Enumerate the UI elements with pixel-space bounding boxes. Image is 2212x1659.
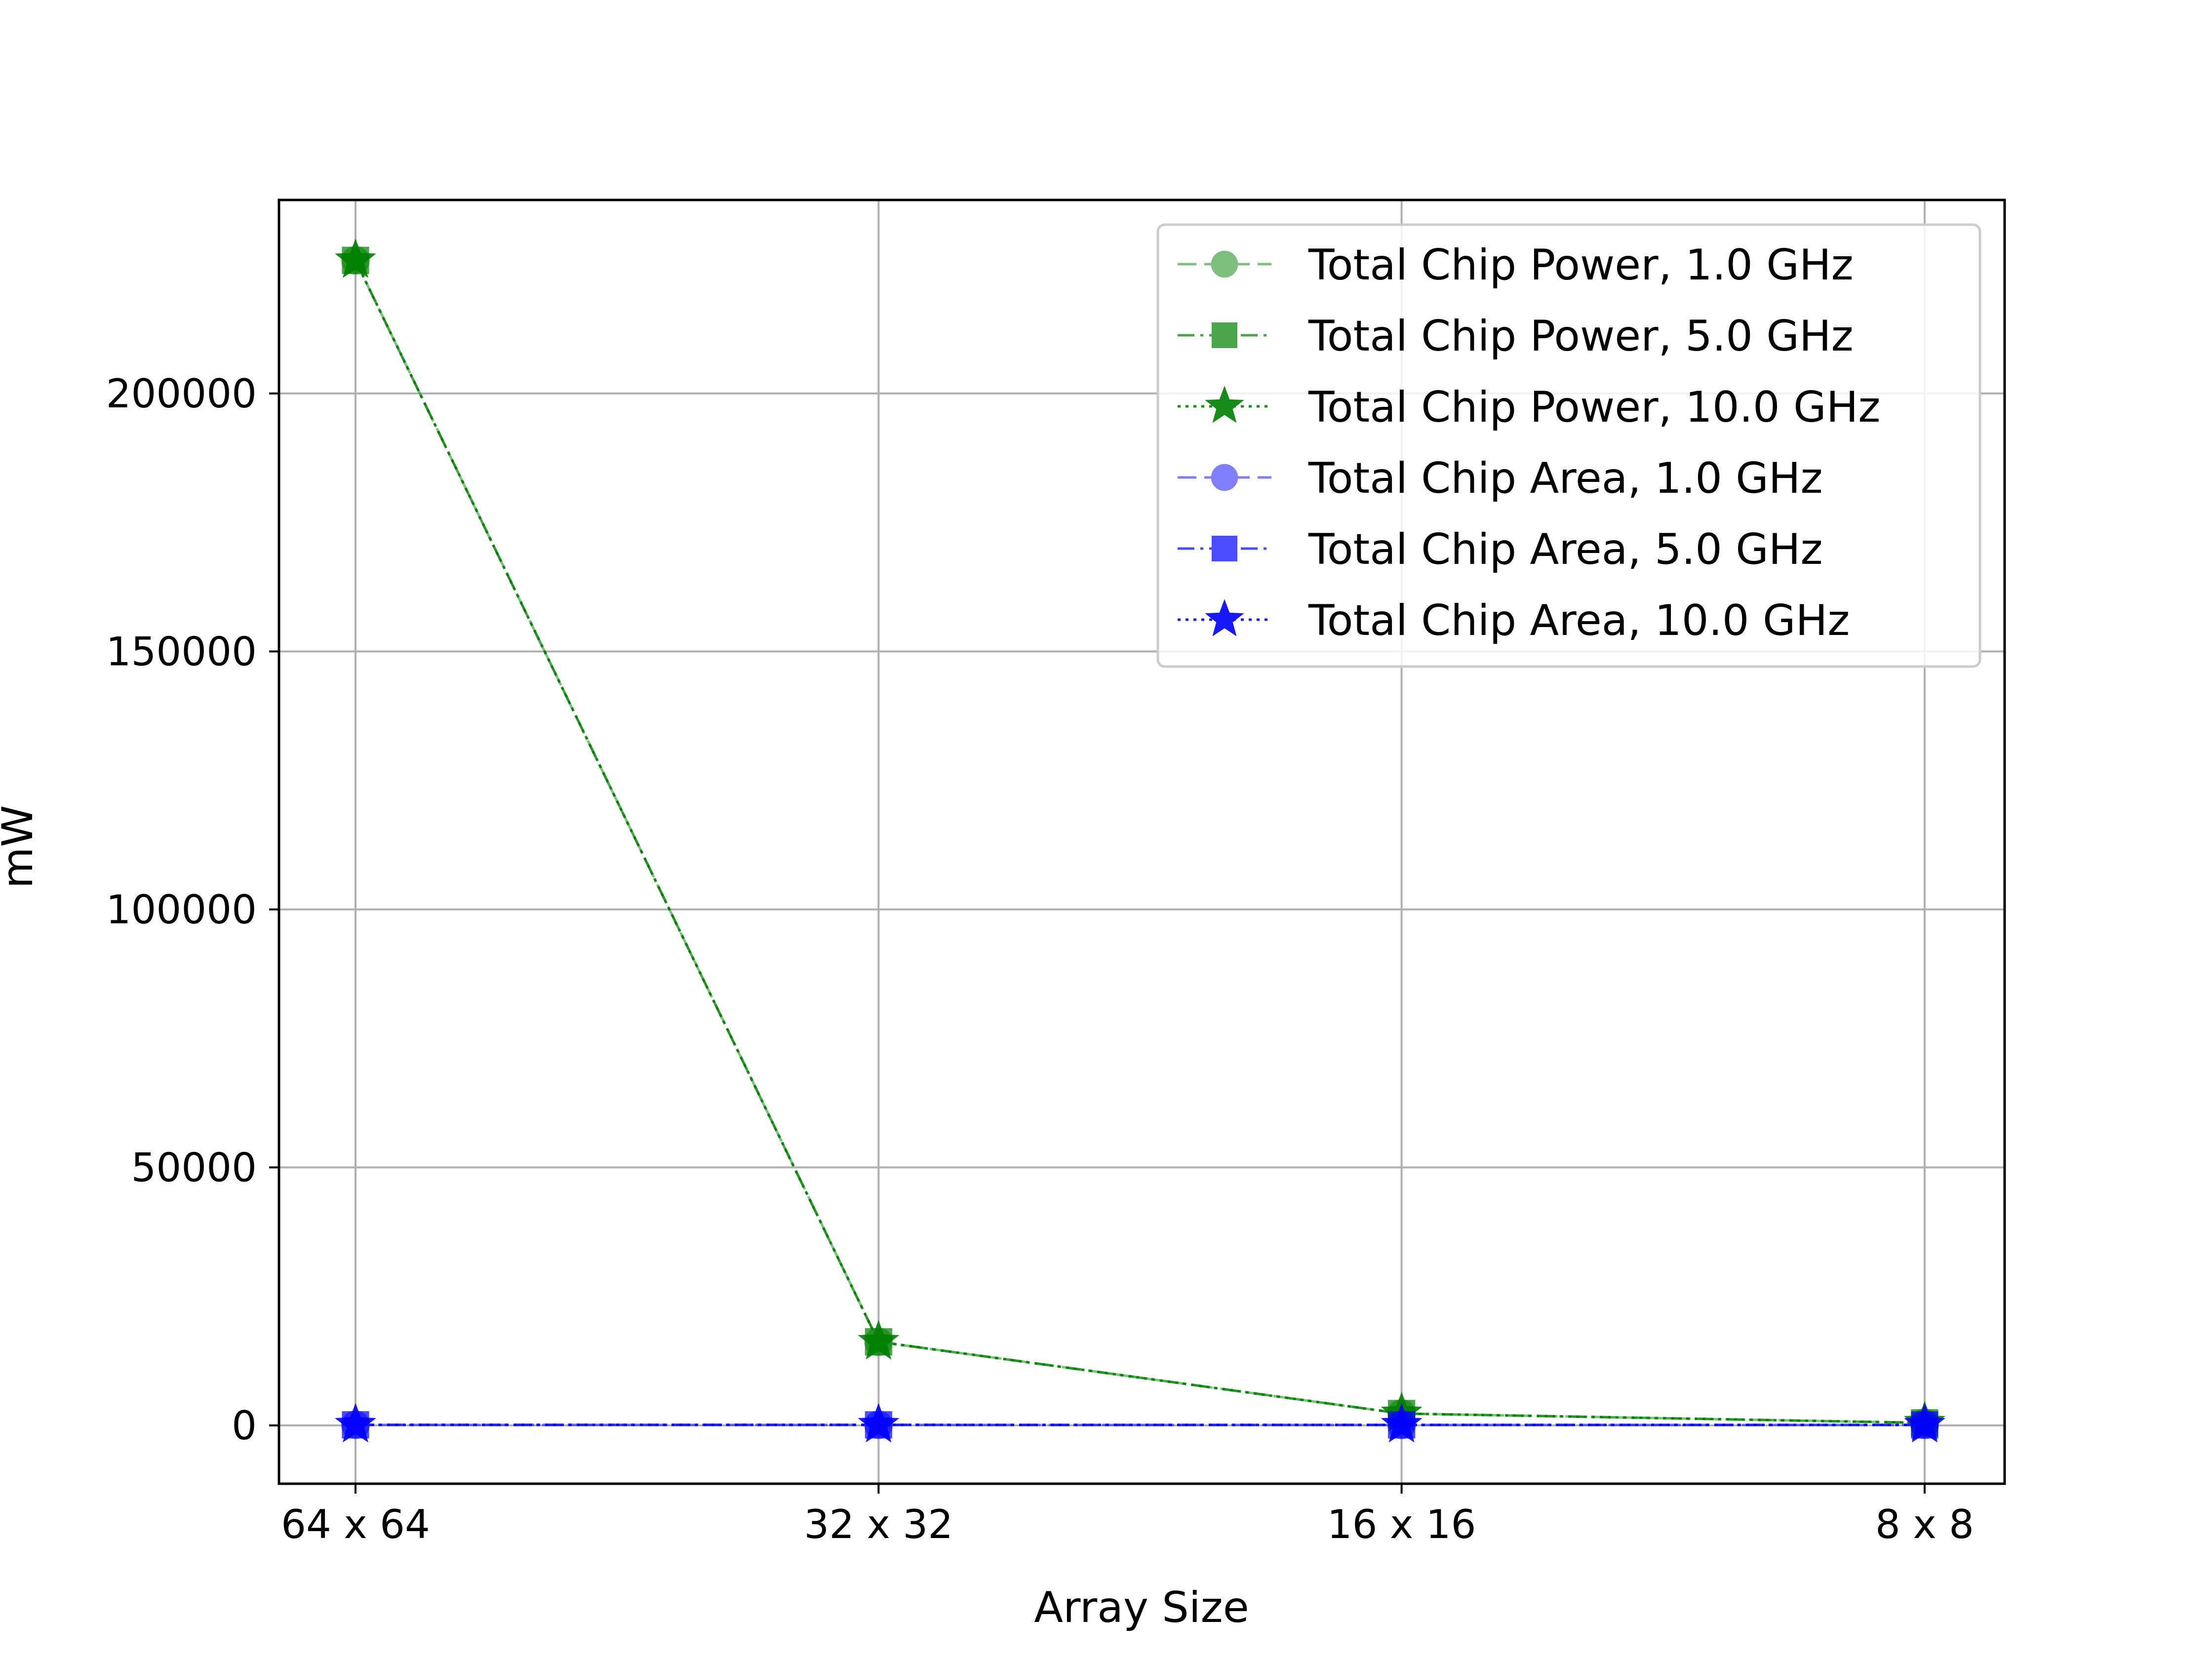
y-tick-label: 200000 xyxy=(106,371,257,417)
legend-label: Total Chip Power, 10.0 GHz xyxy=(1308,383,1881,432)
y-axis-label: mW xyxy=(0,805,42,889)
x-tick-label: 8 x 8 xyxy=(1875,1501,1974,1547)
legend-marker xyxy=(1212,322,1237,348)
plot-frame xyxy=(277,198,2006,1485)
legend-swatch xyxy=(1178,599,1271,636)
data-point xyxy=(1904,1403,1945,1443)
ticks: 64 x 64 32 x 32 16 x 16 8 x 8 0 50000 100000 15… xyxy=(106,371,1974,1547)
legend-label: Total Chip Area, 5.0 GHz xyxy=(1308,525,1823,574)
legend-label: Total Chip Area, 10.0 GHz xyxy=(1308,596,1850,645)
legend-marker xyxy=(1205,386,1244,423)
legend-item: Total Chip Power, 10.0 GHz xyxy=(1178,383,1881,432)
data-point xyxy=(858,1320,900,1360)
x-tick-label: 64 x 64 xyxy=(281,1501,430,1547)
series-6 xyxy=(335,1403,1945,1443)
series-line xyxy=(354,260,1925,1424)
legend-swatch xyxy=(1178,250,1271,278)
x-tick-label: 32 x 32 xyxy=(804,1501,953,1547)
data-point xyxy=(1381,1403,1422,1443)
data-point xyxy=(335,1403,376,1443)
legend-marker xyxy=(1205,599,1244,636)
legend-swatch xyxy=(1178,536,1271,561)
legend-item: Total Chip Area, 5.0 GHz xyxy=(1178,525,1823,574)
legend-marker xyxy=(1211,464,1238,491)
legend-label: Total Chip Area, 1.0 GHz xyxy=(1308,454,1823,503)
y-tick-label: 50000 xyxy=(131,1145,257,1190)
legend-swatch xyxy=(1178,386,1271,423)
legend-item: Total Chip Power, 1.0 GHz xyxy=(1178,240,1854,290)
y-tick-label: 0 xyxy=(232,1403,257,1449)
legend-item: Total Chip Area, 1.0 GHz xyxy=(1178,454,1823,503)
legend-label: Total Chip Power, 5.0 GHz xyxy=(1308,312,1854,361)
legend-marker xyxy=(1211,250,1238,278)
data-point xyxy=(858,1403,900,1443)
legend-item: Total Chip Area, 10.0 GHz xyxy=(1178,596,1850,645)
y-tick-label: 150000 xyxy=(106,629,257,674)
legend-swatch xyxy=(1178,464,1271,491)
data-point xyxy=(335,238,376,278)
x-axis-label: Array Size xyxy=(1034,1583,1249,1632)
legend-box xyxy=(1156,223,1981,668)
legend: Total Chip Power, 1.0 GHz Total Chip Powe… xyxy=(1156,223,1981,668)
legend-marker xyxy=(1212,536,1237,561)
y-tick-label: 100000 xyxy=(106,887,257,933)
legend-item: Total Chip Power, 5.0 GHz xyxy=(1178,312,1854,361)
x-tick-label: 16 x 16 xyxy=(1327,1501,1476,1547)
legend-swatch xyxy=(1178,322,1271,348)
legend-label: Total Chip Power, 1.0 GHz xyxy=(1308,240,1854,290)
series-group xyxy=(335,238,1945,1443)
